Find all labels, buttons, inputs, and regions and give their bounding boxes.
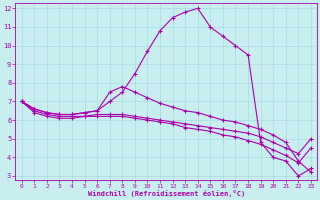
X-axis label: Windchill (Refroidissement éolien,°C): Windchill (Refroidissement éolien,°C) bbox=[88, 190, 245, 197]
